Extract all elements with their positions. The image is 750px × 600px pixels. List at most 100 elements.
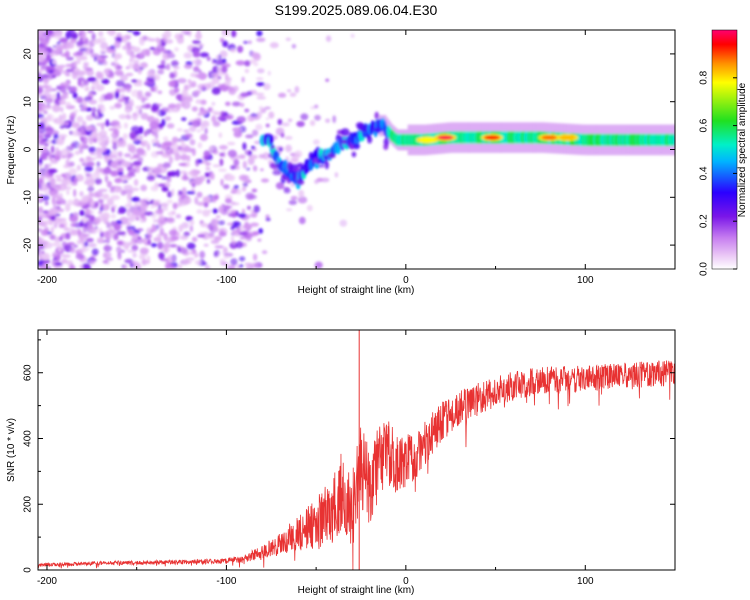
noise-blob [141,140,149,144]
noise-blob [166,199,173,204]
noise-blob [104,234,112,240]
noise-blob [98,236,104,243]
noise-blob [147,233,153,239]
noise-blob [144,211,154,216]
noise-blob [105,119,110,127]
noise-blob [88,259,94,263]
noise-blob [286,89,292,93]
noise-blob [105,71,110,76]
noise-blob [194,196,199,205]
noise-blob [251,52,261,59]
noise-blob [48,152,53,161]
noise-blob [187,155,191,160]
noise-blob [268,111,275,119]
noise-blob [52,104,61,113]
noise-blob [127,171,135,177]
noise-blob [291,44,297,49]
noise-blob [230,258,238,266]
noise-blob [59,86,67,93]
noise-blob [211,101,216,106]
noise-blob [166,261,171,268]
noise-blob [52,241,62,247]
noise-blob [185,257,195,261]
noise-blob [88,172,93,178]
noise-blob [87,223,94,230]
noise-blob [53,217,62,225]
noise-blob [172,202,178,210]
noise-blob [233,130,243,138]
noise-blob [73,189,77,197]
noise-blob [109,105,116,110]
noise-blob [50,214,56,221]
noise-blob [138,254,146,260]
noise-blob [110,62,116,66]
noise-blob [69,86,77,94]
noise-blob [256,82,265,87]
noise-blob [38,228,43,232]
x-tick-label: -200 [37,275,57,286]
noise-blob [113,129,120,135]
noise-blob [139,218,145,223]
noise-blob [287,118,293,123]
noise-blob [332,115,337,124]
noise-blob [104,175,109,183]
noise-blob [124,203,133,208]
noise-blob [112,233,119,241]
noise-blob [117,151,123,158]
noise-blob [125,113,130,120]
noise-blob [62,113,67,121]
noise-blob [194,89,202,94]
noise-blob [129,58,133,63]
noise-blob [199,175,206,182]
noise-blob [244,221,250,230]
noise-blob [171,60,179,67]
noise-blob [114,69,124,76]
noise-blob [231,30,237,38]
x-tick-label: 0 [403,275,409,286]
noise-blob [38,259,44,267]
noise-blob [289,92,297,97]
noise-blob [38,30,45,35]
noise-blob [244,68,250,74]
noise-blob [214,58,225,66]
noise-blob [88,146,97,153]
noise-blob [195,99,202,104]
noise-blob [139,52,144,58]
colorbar-ticks: 0.0 0.2 0.4 0.6 0.8 [699,70,737,276]
noise-blob [269,42,279,49]
noise-blob [244,149,250,156]
noise-blob [227,213,237,217]
noise-blob [137,236,142,240]
noise-blob [220,111,225,116]
noise-blob [245,134,254,139]
noise-blob [58,134,68,138]
noise-blob [314,179,319,184]
noise-blob [133,83,143,87]
noise-blob [98,210,103,215]
noise-blob [84,210,95,214]
noise-blob [182,153,188,160]
noise-blob [110,213,117,219]
noise-blob [53,30,63,37]
noise-blob [161,118,166,127]
noise-blob [124,189,134,195]
noise-blob [132,252,137,258]
noise-blob [314,261,323,269]
noise-blob [241,186,247,192]
noise-blob [160,107,170,113]
noise-blob [70,247,76,254]
snr-x-axis-label: Height of straight line (km) [298,585,415,596]
noise-blob [73,177,78,184]
noise-blob [180,99,185,108]
noise-blob [197,83,206,90]
noise-blob [155,151,164,155]
noise-blob [46,265,52,269]
noise-blob [71,231,78,236]
noise-blob [94,178,102,185]
noise-blob [64,50,70,59]
noise-blob [325,118,331,123]
noise-blob [38,237,42,245]
noise-blob [41,250,45,254]
noise-blob [153,74,161,81]
